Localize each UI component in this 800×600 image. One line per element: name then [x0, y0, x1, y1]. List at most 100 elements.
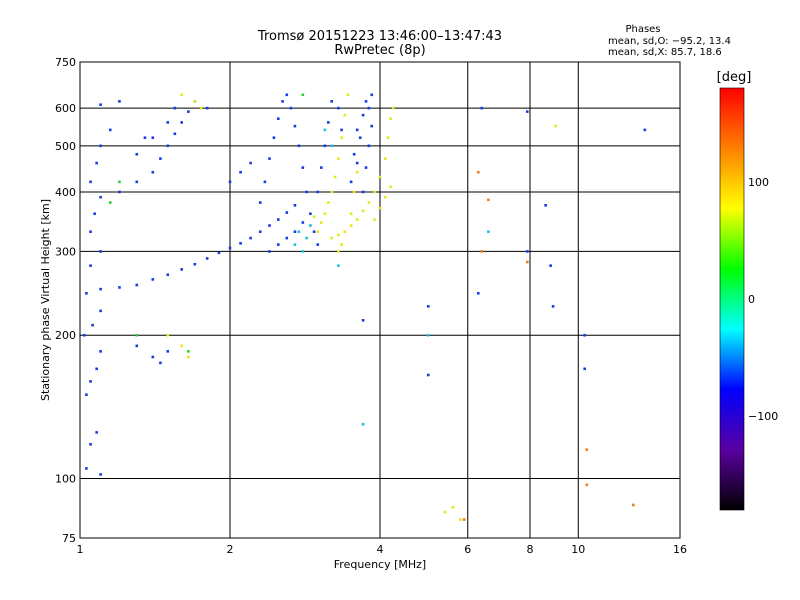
data-point [549, 264, 552, 267]
data-point [166, 333, 170, 337]
data-point [89, 180, 92, 184]
data-point [583, 333, 586, 337]
data-points [82, 93, 647, 521]
data-point [361, 190, 365, 194]
data-point [249, 161, 252, 165]
data-point [309, 212, 312, 216]
data-point [99, 103, 102, 107]
data-point [159, 157, 162, 160]
data-point [180, 121, 184, 124]
data-point [337, 264, 340, 267]
data-point [118, 286, 121, 289]
data-point [451, 506, 455, 509]
data-point [544, 203, 547, 207]
data-point [276, 243, 280, 246]
data-point [340, 128, 343, 132]
data-point [99, 287, 102, 291]
colorbar-gradient [719, 87, 745, 511]
data-point [477, 170, 480, 174]
data-point [301, 166, 305, 169]
data-point [320, 166, 323, 169]
data-point [249, 236, 252, 240]
data-point [239, 242, 242, 245]
data-point [293, 243, 297, 246]
data-point [316, 230, 320, 234]
data-point [217, 251, 221, 255]
data-point [173, 106, 177, 110]
data-point [525, 110, 529, 113]
data-point [343, 113, 347, 117]
data-point [323, 212, 327, 216]
data-point [367, 144, 371, 148]
data-point [364, 100, 368, 103]
grid-lines [80, 62, 680, 538]
data-point [333, 175, 337, 179]
data-point [108, 128, 112, 132]
data-point [193, 262, 197, 266]
x-tick-label: 10 [571, 543, 585, 556]
data-point [108, 201, 112, 204]
data-point [355, 170, 359, 174]
data-point [285, 236, 289, 240]
data-point [173, 132, 177, 136]
data-point [293, 124, 297, 128]
colorbar-label: [deg] [717, 70, 752, 85]
data-point [337, 106, 340, 110]
data-point [85, 467, 88, 470]
data-point [426, 305, 430, 308]
x-tick-label: 2 [227, 543, 234, 556]
data-point [391, 106, 395, 110]
data-point [349, 180, 353, 184]
data-point [99, 309, 102, 313]
stats-line-x: mean, sd,X: 85.7, 18.6 [608, 47, 722, 58]
data-point [480, 106, 484, 110]
data-point [487, 230, 490, 234]
data-point [309, 224, 312, 227]
data-point [187, 350, 190, 353]
data-point [143, 136, 147, 140]
data-point [337, 233, 340, 237]
data-point [477, 291, 480, 295]
data-point [118, 180, 121, 184]
x-axis-label: Frequency [MHz] [334, 558, 426, 571]
data-point [355, 161, 359, 165]
chart-title: Tromsø 20151223 13:46:00–13:47:43 [257, 29, 502, 44]
data-point [343, 230, 347, 234]
data-point [118, 100, 121, 103]
data-point [585, 448, 589, 451]
data-point [89, 443, 92, 446]
stats-header: Phases [625, 24, 660, 35]
data-point [289, 106, 293, 110]
data-point [85, 393, 88, 397]
data-point [352, 190, 356, 194]
data-point [551, 305, 555, 308]
data-point [187, 355, 190, 359]
data-point [355, 128, 359, 132]
data-point [166, 350, 170, 353]
y-tick-label: 100 [55, 473, 76, 486]
data-point [312, 215, 316, 218]
y-axis-label: Stationary phase Virtual Height [km] [39, 199, 52, 401]
data-point [340, 136, 343, 140]
x-axis-ticks: 1 2 4 6 8 10 16 [77, 543, 688, 556]
data-point [95, 161, 98, 165]
stats-line-o: mean, sd,O: −95.2, 13.4 [608, 36, 731, 47]
data-point [135, 283, 139, 287]
y-tick-label: 600 [55, 102, 76, 115]
data-point [487, 198, 490, 202]
data-point [82, 333, 86, 337]
plot-area: 1 2 4 6 8 10 16 75 100 200 300 400 500 600 750 [55, 56, 687, 556]
data-point [337, 250, 340, 253]
data-point [320, 221, 323, 224]
x-tick-label: 1 [77, 543, 84, 556]
data-point [135, 180, 139, 184]
data-point [95, 367, 98, 371]
data-point [364, 166, 368, 169]
data-point [159, 361, 162, 365]
data-point [293, 203, 297, 207]
data-point [99, 195, 102, 199]
data-point [443, 510, 447, 514]
data-point [384, 157, 387, 160]
data-point [312, 230, 316, 234]
data-point [373, 190, 376, 194]
